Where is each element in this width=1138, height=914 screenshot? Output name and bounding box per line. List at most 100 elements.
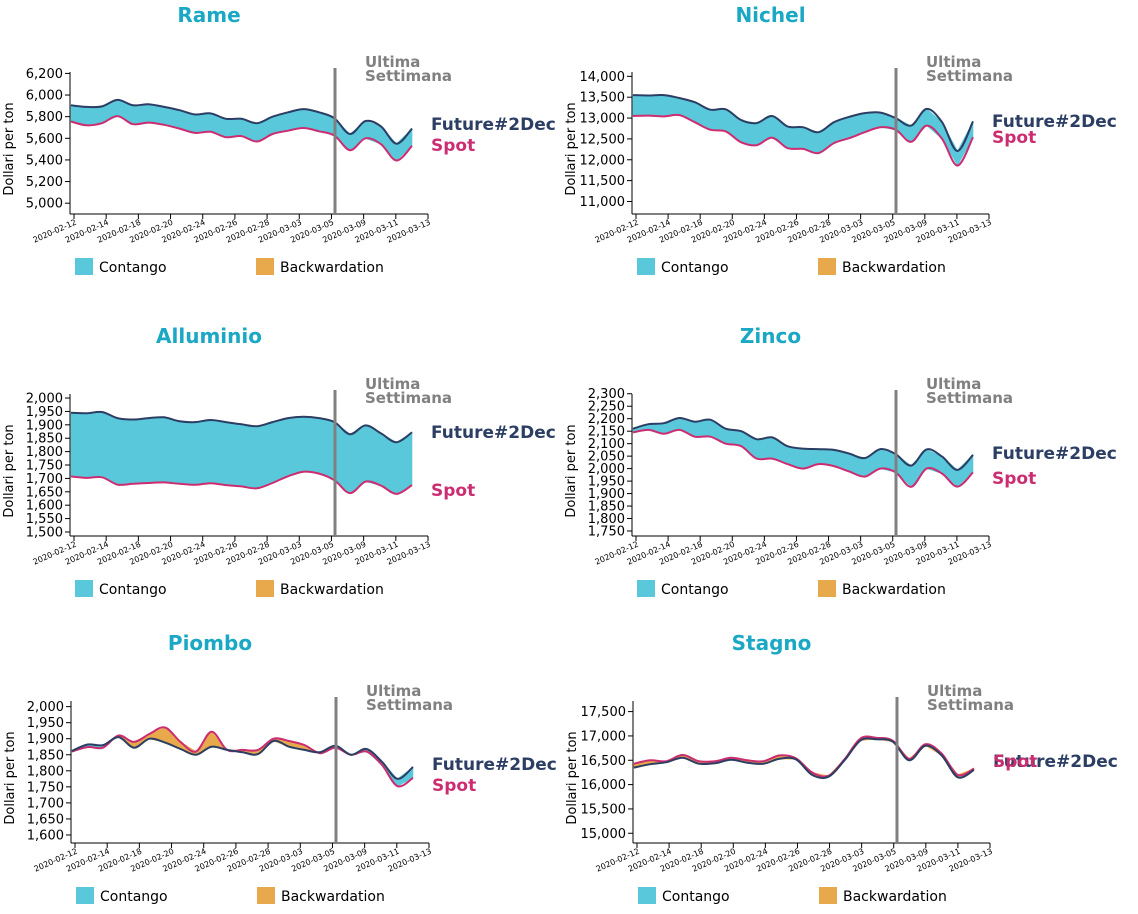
chart-title: Stagno <box>732 631 812 655</box>
contango-area <box>86 106 103 126</box>
y-tick-label: 6,000 <box>26 89 63 104</box>
y-axis-label: Dollari per ton <box>564 102 579 195</box>
y-tick-label: 12,500 <box>580 132 626 147</box>
y-tick-label: 1,850 <box>588 500 625 515</box>
future-line <box>70 410 413 444</box>
contango-area <box>632 94 649 117</box>
chart-panel-zinco: Zinco 1,7501,8001,8501,9001,9502,0002,050… <box>564 324 1117 598</box>
legend-contango-label: Contango <box>661 582 729 598</box>
y-axis-label: Dollari per ton <box>2 424 17 517</box>
y-tick-label: 14,000 <box>580 70 626 85</box>
y-tick-label: 1,850 <box>27 748 64 763</box>
legend-backwardation-label: Backwardation <box>280 260 384 276</box>
spot-line <box>632 113 974 167</box>
legend-backwardation-swatch <box>256 258 274 275</box>
y-tick-label: 1,950 <box>588 475 625 490</box>
legend-backwardation-label: Backwardation <box>281 889 385 905</box>
y-tick-label: 5,600 <box>26 132 63 147</box>
spot-series-label: Spot <box>992 469 1036 489</box>
y-tick-label: 1,800 <box>26 445 63 460</box>
legend-backwardation-swatch <box>818 580 836 597</box>
spot-series-label: Spot <box>993 752 1037 772</box>
legend-backwardation-swatch <box>818 258 836 275</box>
y-tick-label: 15,500 <box>581 802 627 817</box>
contango-area <box>101 411 118 486</box>
contango-area <box>256 421 273 489</box>
marker-label-ultima: Ultima <box>365 375 420 393</box>
y-tick-label: 1,850 <box>26 432 63 447</box>
contango-area <box>70 412 87 479</box>
contango-area <box>117 417 134 485</box>
legend-contango-swatch <box>637 580 655 597</box>
y-tick-label: 16,000 <box>581 778 627 793</box>
future-series-label: Future#2Dec <box>432 755 557 775</box>
y-tick-label: 5,400 <box>26 153 63 168</box>
marker-label-settimana: Settimana <box>365 67 452 85</box>
legend-backwardation-label: Backwardation <box>842 582 946 598</box>
y-tick-label: 2,000 <box>588 462 625 477</box>
marker-label-ultima: Ultima <box>366 682 421 700</box>
chart-panel-nichel: Nichel 11,000 11,500 12,000 12,500 13,000 13,5… <box>564 3 1117 276</box>
y-tick-label: 2,250 <box>588 400 625 415</box>
legend-backwardation-swatch <box>256 580 274 597</box>
chart-title: Rame <box>177 3 240 27</box>
legend-backwardation-label: Backwardation <box>842 260 946 276</box>
contango-area <box>334 117 351 151</box>
marker-label-ultima: Ultima <box>926 53 981 71</box>
legend-backwardation-swatch <box>819 887 837 904</box>
chart-title: Zinco <box>740 324 801 348</box>
chart-panel-alluminio: Alluminio1,5001,5501,6001,6501,7001,7501… <box>2 324 556 598</box>
y-tick-label: 15,000 <box>581 827 627 842</box>
legend-contango-swatch <box>76 887 94 904</box>
marker-label-settimana: Settimana <box>926 389 1013 407</box>
legend-contango-swatch <box>75 580 93 597</box>
contango-area <box>365 424 382 487</box>
chart-panel-rame: Rame 5,000 5,200 5,400 5,600 5,800 6,000 6,200 D… <box>2 3 556 276</box>
y-tick-label: 1,650 <box>27 812 64 827</box>
contango-area <box>787 126 804 150</box>
y-tick-label: 5,000 <box>26 197 63 212</box>
y-tick-label: 1,950 <box>26 405 63 420</box>
future-line <box>633 737 975 780</box>
contango-area <box>163 416 180 485</box>
contango-area <box>756 437 773 459</box>
contango-area <box>148 417 165 484</box>
y-tick-label: 2,000 <box>27 700 64 715</box>
y-tick-label: 11,000 <box>580 195 626 210</box>
y-tick-label: 2,150 <box>588 425 625 440</box>
spot-line <box>632 428 974 488</box>
y-tick-label: 1,550 <box>26 512 63 527</box>
contango-area <box>241 423 258 489</box>
y-tick-label: 16,500 <box>581 754 627 769</box>
future-series-label: Future#2Dec <box>431 115 556 135</box>
contango-area <box>194 419 211 486</box>
y-tick-label: 5,800 <box>26 110 63 125</box>
contango-area <box>132 417 149 485</box>
future-series-label: Future#2Dec <box>992 444 1117 464</box>
y-tick-label: 5,200 <box>26 175 63 190</box>
contango-area <box>132 103 149 125</box>
spot-series-label: Spot <box>992 128 1036 148</box>
spot-series-label: Spot <box>432 776 476 796</box>
marker-label-ultima: Ultima <box>365 53 420 71</box>
y-tick-label: 1,900 <box>26 418 63 433</box>
contango-area <box>272 417 289 484</box>
y-tick-label: 2,300 <box>588 387 625 402</box>
marker-label-settimana: Settimana <box>927 696 1014 714</box>
contango-area <box>709 108 727 132</box>
legend-contango-label: Contango <box>100 889 168 905</box>
y-tick-label: 13,500 <box>580 91 626 106</box>
legend-contango-label: Contango <box>99 582 167 598</box>
y-tick-label: 2,100 <box>588 437 625 452</box>
contango-area <box>303 416 320 474</box>
future-series-label: Future#2Dec <box>993 752 1118 772</box>
y-tick-label: 1,700 <box>26 472 63 487</box>
legend-contango-swatch <box>638 887 656 904</box>
future-line <box>632 93 974 152</box>
future-line <box>71 736 414 780</box>
contango-area <box>210 419 227 486</box>
y-tick-label: 1,700 <box>27 796 64 811</box>
legend-contango-swatch <box>75 258 93 275</box>
y-tick-label: 12,000 <box>580 153 626 168</box>
